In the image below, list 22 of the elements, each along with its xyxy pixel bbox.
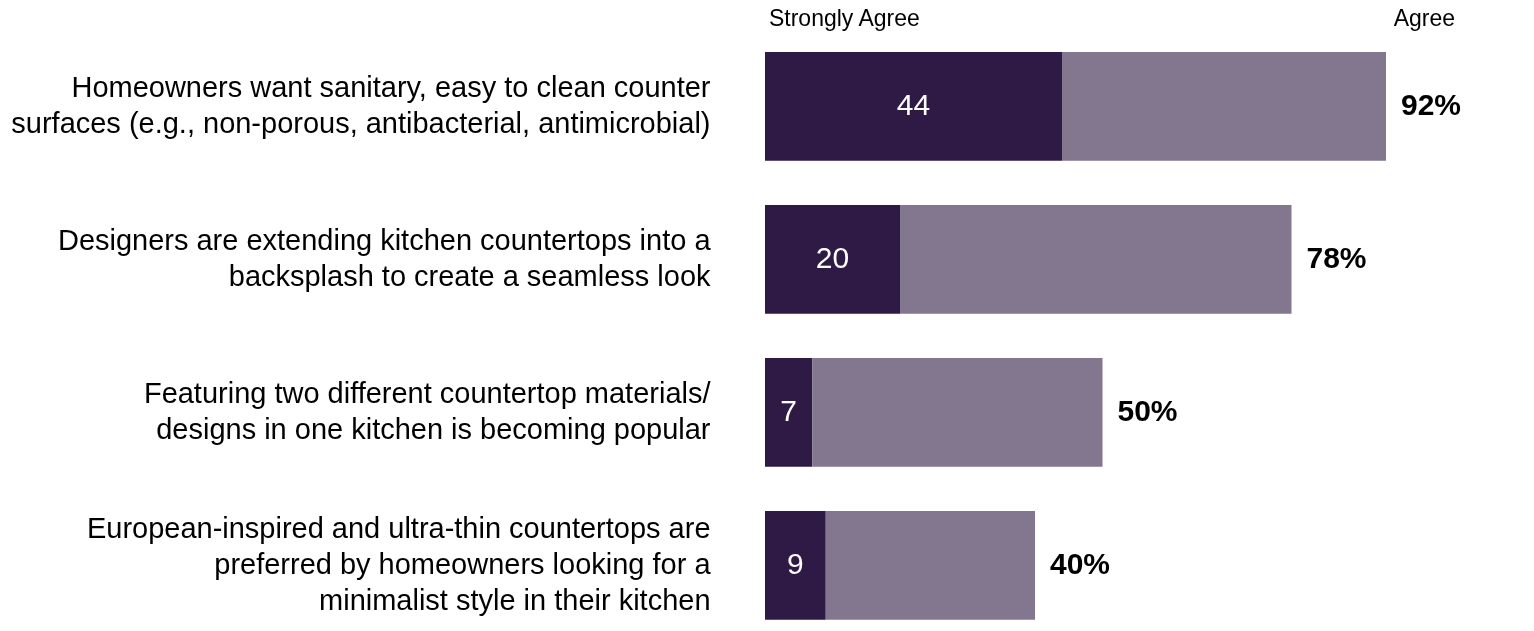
y-tick-label: Featuring two different countertop materials/ designs in one kitchen is becoming popular (143, 377, 712, 446)
bar (812, 358, 1103, 467)
bar (1062, 52, 1386, 161)
bar (765, 358, 813, 467)
bar (765, 52, 1062, 161)
series-label: Strongly Agree (769, 5, 920, 31)
y-tick-label: European-inspired and ultra-thin countertops are preferred by homeowners looking for a minimalist style in their kitchen (86, 512, 712, 617)
y-tick-label: Homeowners want sanitary, easy to clean counter surfaces (e.g., non-porous, antibacterial, antimicrobial) (11, 71, 711, 140)
data-label: 44 (896, 88, 931, 122)
data-label: 7 (780, 394, 797, 428)
bar (765, 205, 900, 314)
data-label: 20 (815, 241, 850, 275)
data-label: 9 (787, 547, 804, 581)
total-label: 40% (1050, 547, 1111, 581)
total-label: 50% (1117, 394, 1178, 428)
bar (825, 511, 1035, 620)
series-label: Agree (1393, 5, 1455, 31)
total-label: 78% (1306, 241, 1367, 275)
y-tick-label: Designers are extending kitchen countertops into a backsplash to create a seamless look (57, 224, 712, 293)
bar (765, 511, 826, 620)
total-label: 92% (1400, 88, 1462, 122)
bar (900, 205, 1292, 314)
